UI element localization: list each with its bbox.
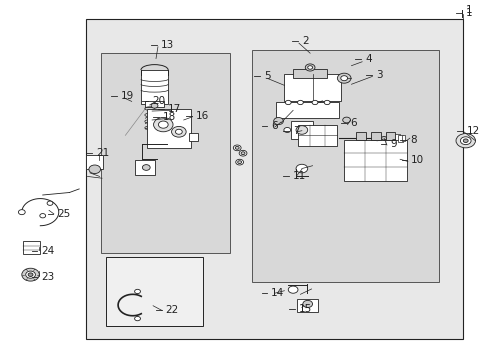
Text: 20: 20 bbox=[152, 96, 165, 106]
Circle shape bbox=[381, 136, 386, 140]
Text: 11: 11 bbox=[292, 171, 306, 181]
Text: 3: 3 bbox=[375, 69, 382, 80]
Text: 15: 15 bbox=[298, 303, 311, 314]
Circle shape bbox=[284, 127, 290, 132]
Circle shape bbox=[19, 210, 25, 215]
Circle shape bbox=[158, 121, 168, 128]
Bar bbox=[292, 69, 326, 78]
Text: 24: 24 bbox=[41, 246, 54, 256]
Text: 12: 12 bbox=[466, 126, 479, 136]
Bar bbox=[86, 19, 462, 339]
Circle shape bbox=[324, 100, 329, 105]
Text: 6: 6 bbox=[271, 121, 277, 131]
Text: 25: 25 bbox=[57, 209, 70, 219]
Bar bbox=[393, 134, 399, 142]
Circle shape bbox=[455, 134, 474, 148]
Bar bbox=[141, 70, 168, 104]
Text: 1: 1 bbox=[465, 8, 471, 18]
Text: 19: 19 bbox=[120, 91, 134, 101]
Circle shape bbox=[142, 165, 150, 170]
Text: 9: 9 bbox=[389, 139, 396, 149]
Circle shape bbox=[273, 117, 283, 125]
Bar bbox=[251, 50, 438, 282]
Bar bbox=[106, 257, 203, 327]
Text: 16: 16 bbox=[196, 111, 209, 121]
Circle shape bbox=[307, 66, 312, 69]
Circle shape bbox=[340, 76, 347, 81]
Circle shape bbox=[373, 136, 380, 141]
Circle shape bbox=[287, 286, 297, 293]
Circle shape bbox=[241, 152, 244, 155]
Circle shape bbox=[295, 126, 307, 134]
Circle shape bbox=[28, 273, 33, 276]
Circle shape bbox=[47, 201, 53, 205]
Bar bbox=[344, 140, 407, 181]
Text: 17: 17 bbox=[167, 104, 181, 113]
Bar bbox=[385, 132, 394, 140]
Circle shape bbox=[89, 165, 101, 174]
Circle shape bbox=[134, 316, 140, 321]
Bar bbox=[401, 135, 405, 141]
Circle shape bbox=[285, 100, 290, 105]
Circle shape bbox=[26, 271, 35, 278]
Bar bbox=[23, 242, 40, 254]
Bar bbox=[290, 121, 312, 139]
Circle shape bbox=[311, 100, 317, 105]
Circle shape bbox=[239, 150, 246, 156]
Text: 4: 4 bbox=[365, 54, 371, 64]
Text: 5: 5 bbox=[264, 71, 270, 81]
Circle shape bbox=[295, 164, 307, 173]
Bar bbox=[147, 109, 191, 148]
Text: 2: 2 bbox=[301, 36, 308, 46]
Circle shape bbox=[462, 139, 467, 143]
Bar bbox=[135, 160, 154, 175]
Text: 6: 6 bbox=[350, 118, 356, 128]
Circle shape bbox=[171, 126, 186, 137]
Bar bbox=[276, 103, 339, 118]
Text: 14: 14 bbox=[271, 288, 284, 298]
Text: 13: 13 bbox=[161, 40, 174, 50]
Text: 23: 23 bbox=[41, 272, 54, 282]
Bar bbox=[370, 132, 380, 140]
Circle shape bbox=[342, 117, 350, 123]
Bar bbox=[86, 155, 103, 169]
Circle shape bbox=[134, 289, 140, 294]
Text: 22: 22 bbox=[165, 305, 179, 315]
Text: 7: 7 bbox=[292, 126, 299, 136]
Text: 18: 18 bbox=[163, 112, 176, 122]
Bar bbox=[296, 299, 318, 312]
Bar bbox=[284, 73, 340, 101]
Circle shape bbox=[305, 64, 314, 71]
Bar bbox=[297, 125, 336, 146]
Text: 8: 8 bbox=[409, 135, 416, 145]
Text: 1: 1 bbox=[465, 5, 471, 15]
Bar bbox=[356, 132, 366, 140]
Bar bbox=[188, 133, 198, 141]
Circle shape bbox=[22, 268, 39, 281]
Bar bbox=[397, 135, 402, 141]
Circle shape bbox=[235, 159, 243, 165]
Circle shape bbox=[302, 300, 312, 307]
Text: 10: 10 bbox=[410, 156, 424, 165]
Text: 21: 21 bbox=[96, 148, 109, 158]
Circle shape bbox=[337, 73, 350, 83]
Circle shape bbox=[40, 213, 45, 218]
Circle shape bbox=[233, 145, 241, 151]
Circle shape bbox=[297, 100, 303, 105]
Bar bbox=[144, 102, 164, 107]
Circle shape bbox=[153, 117, 173, 132]
Circle shape bbox=[237, 161, 241, 163]
Circle shape bbox=[235, 147, 239, 149]
Circle shape bbox=[151, 103, 158, 108]
Bar bbox=[101, 53, 229, 253]
Circle shape bbox=[175, 129, 182, 134]
Circle shape bbox=[459, 137, 470, 145]
